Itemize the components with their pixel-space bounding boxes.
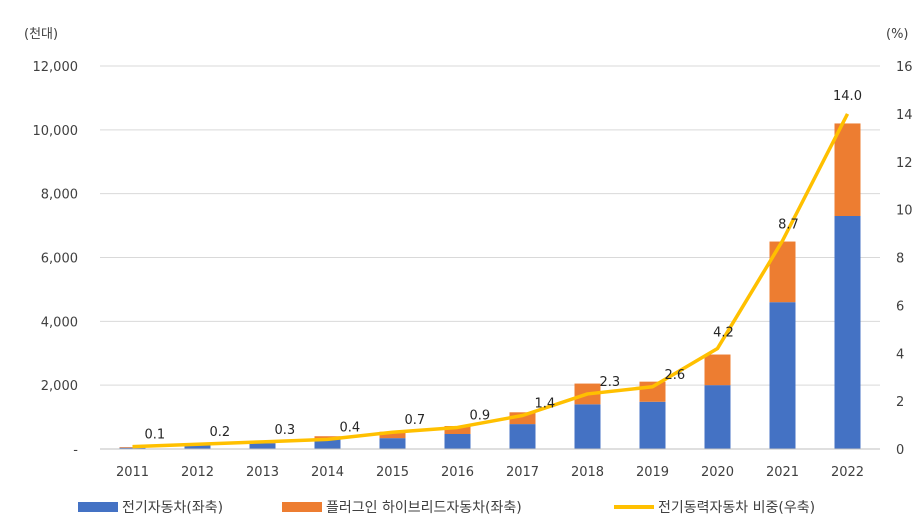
bar-ev — [249, 443, 276, 449]
left-tick-label: 4,000 — [41, 315, 78, 330]
bar-phev — [639, 381, 666, 402]
legend-label-ev: 전기자동차(좌축) — [122, 500, 224, 516]
x-tick-label: 2017 — [506, 465, 539, 480]
left-tick-label: 8,000 — [41, 188, 78, 203]
legend: 전기자동차(좌축) 플러그인 하이브리드자동차(좌축) 전기동력자동차 비중(우… — [0, 497, 923, 523]
bar-ev — [574, 404, 601, 449]
legend-item-ev: 전기자동차(좌축) — [78, 497, 223, 517]
bar-phev — [379, 431, 406, 439]
right-axis-unit: (%) — [886, 27, 909, 42]
bar-ev — [704, 385, 731, 449]
bar-phev — [509, 412, 536, 425]
right-tick-label: 12 — [896, 156, 913, 171]
share-data-label: 2.6 — [665, 368, 686, 383]
left-tick-label: 2,000 — [41, 379, 78, 394]
left-tick-label: 12,000 — [33, 60, 79, 75]
left-tick-label: 6,000 — [41, 252, 78, 267]
x-tick-label: 2018 — [571, 465, 604, 480]
legend-swatch-phev — [282, 502, 322, 512]
x-tick-label: 2012 — [181, 465, 214, 480]
share-data-label: 0.1 — [145, 428, 166, 443]
x-axis-ticks: 2011 2012 2013 2014 2015 2016 2017 2018 2019 2020… — [116, 465, 864, 480]
bar-phev — [704, 354, 731, 386]
right-tick-label: 8 — [896, 252, 904, 267]
legend-label-phev: 플러그인 하이브리드자동차(좌축) — [326, 500, 522, 516]
right-tick-label: 6 — [896, 299, 904, 314]
bar-series — [119, 123, 861, 449]
bar-phev — [444, 426, 471, 434]
x-tick-label: 2019 — [636, 465, 669, 480]
bar-phev — [769, 241, 796, 303]
share-data-label: 1.4 — [535, 396, 556, 411]
line-data-labels: 0.1 0.2 0.3 0.4 0.7 0.9 1.4 2.3 2.6 4.2 8.7 14.0 — [145, 89, 862, 443]
legend-item-share: 전기동력자동차 비중(우축) — [614, 497, 815, 517]
legend-label-share: 전기동력자동차 비중(우축) — [658, 500, 816, 516]
left-axis-unit: (천대) — [24, 27, 58, 42]
left-tick-label: - — [73, 443, 78, 458]
legend-swatch-share — [614, 505, 654, 509]
right-tick-label: 14 — [896, 108, 913, 123]
share-data-label: 0.3 — [275, 423, 296, 438]
bar-ev — [379, 438, 406, 449]
right-tick-label: 10 — [896, 204, 913, 219]
legend-swatch-ev — [78, 502, 118, 512]
share-data-label: 0.9 — [470, 408, 491, 423]
right-tick-label: 0 — [896, 443, 904, 458]
x-tick-label: 2013 — [246, 465, 279, 480]
bar-ev — [834, 216, 861, 449]
x-tick-label: 2015 — [376, 465, 409, 480]
share-data-label: 0.7 — [405, 413, 426, 428]
bar-ev — [119, 447, 146, 449]
x-tick-label: 2014 — [311, 465, 344, 480]
bar-ev — [184, 445, 211, 449]
x-tick-label: 2011 — [116, 465, 149, 480]
bar-ev — [509, 424, 536, 449]
share-data-label: 0.2 — [210, 425, 231, 440]
share-data-label: 4.2 — [713, 325, 734, 340]
gridlines — [100, 65, 880, 386]
right-tick-label: 16 — [896, 60, 913, 75]
left-tick-label: 10,000 — [33, 124, 79, 139]
bar-phev — [834, 123, 861, 217]
right-tick-label: 2 — [896, 395, 904, 410]
left-axis-ticks: - 2,000 4,000 6,000 8,000 10,000 12,000 — [33, 60, 79, 458]
share-line — [132, 113, 850, 449]
bar-ev — [444, 433, 471, 449]
right-tick-label: 4 — [896, 347, 904, 362]
legend-item-phev: 플러그인 하이브리드자동차(좌축) — [282, 497, 522, 517]
x-tick-label: 2022 — [831, 465, 864, 480]
bar-ev — [639, 401, 666, 449]
x-tick-label: 2016 — [441, 465, 474, 480]
bar-ev — [314, 439, 341, 449]
line-series — [132, 113, 850, 449]
share-data-label: 2.3 — [600, 375, 621, 390]
share-data-label: 0.4 — [340, 420, 361, 435]
share-data-label: 8.7 — [778, 218, 799, 233]
right-axis-ticks: 0 2 4 6 8 10 12 14 16 — [896, 60, 913, 458]
x-tick-label: 2021 — [766, 465, 799, 480]
share-data-label: 14.0 — [833, 89, 862, 104]
bar-ev — [769, 302, 796, 449]
bar-phev — [119, 447, 146, 448]
x-tick-label: 2020 — [701, 465, 734, 480]
